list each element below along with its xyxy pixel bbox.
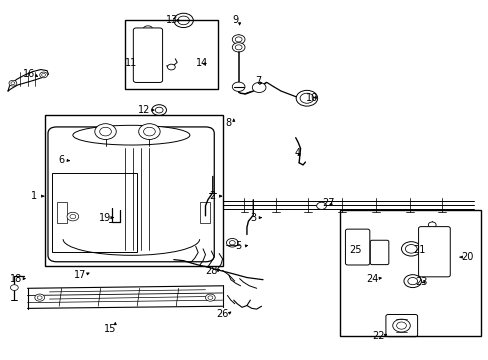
Text: 22: 22: [371, 331, 384, 341]
Circle shape: [173, 13, 193, 28]
Circle shape: [226, 238, 238, 247]
Text: 9: 9: [232, 15, 238, 26]
Circle shape: [95, 124, 116, 139]
Text: 28: 28: [205, 266, 217, 276]
Text: 26: 26: [216, 310, 228, 319]
Text: 5: 5: [235, 241, 241, 251]
Circle shape: [232, 35, 244, 44]
Text: 27: 27: [322, 198, 334, 208]
Circle shape: [67, 212, 79, 221]
Circle shape: [143, 26, 153, 33]
Circle shape: [139, 124, 160, 139]
Bar: [125, 21, 217, 89]
Circle shape: [232, 42, 244, 52]
Circle shape: [10, 285, 18, 291]
Text: 13: 13: [166, 15, 178, 26]
Circle shape: [167, 64, 175, 70]
Circle shape: [152, 105, 166, 116]
Text: 25: 25: [349, 245, 361, 255]
Ellipse shape: [73, 125, 189, 145]
Circle shape: [392, 319, 409, 332]
Text: 6: 6: [59, 155, 64, 165]
FancyBboxPatch shape: [369, 240, 388, 265]
FancyBboxPatch shape: [48, 127, 214, 262]
Bar: [339, 211, 480, 336]
Text: 4: 4: [293, 148, 300, 158]
Text: 14: 14: [195, 58, 207, 68]
Text: 7: 7: [255, 76, 261, 86]
Bar: [52, 173, 137, 252]
Text: 11: 11: [125, 58, 137, 68]
Text: 8: 8: [225, 118, 231, 128]
Text: 1: 1: [31, 191, 37, 201]
Text: 2: 2: [209, 191, 216, 201]
Circle shape: [427, 222, 435, 228]
Bar: [44, 116, 222, 266]
Circle shape: [35, 294, 44, 301]
FancyBboxPatch shape: [385, 315, 417, 337]
Circle shape: [316, 202, 326, 210]
Text: 15: 15: [104, 324, 116, 334]
FancyBboxPatch shape: [133, 28, 162, 82]
Circle shape: [403, 275, 421, 288]
FancyBboxPatch shape: [418, 226, 449, 277]
Bar: [57, 202, 67, 223]
Text: 24: 24: [366, 274, 378, 284]
Circle shape: [205, 294, 215, 301]
Text: 16: 16: [23, 69, 35, 79]
Text: 23: 23: [414, 277, 427, 287]
Text: 17: 17: [73, 270, 86, 280]
Circle shape: [232, 82, 244, 91]
Circle shape: [40, 72, 47, 78]
FancyBboxPatch shape: [345, 229, 369, 265]
Text: 3: 3: [250, 213, 256, 222]
Circle shape: [401, 242, 420, 256]
Text: 10: 10: [305, 93, 317, 103]
Text: 20: 20: [461, 252, 473, 262]
Circle shape: [252, 82, 265, 93]
Circle shape: [9, 80, 17, 86]
Bar: [199, 202, 210, 223]
Text: 18: 18: [10, 274, 22, 284]
Circle shape: [296, 90, 317, 106]
Text: 21: 21: [412, 245, 425, 255]
Text: 12: 12: [138, 105, 150, 115]
Text: 19: 19: [99, 213, 111, 222]
